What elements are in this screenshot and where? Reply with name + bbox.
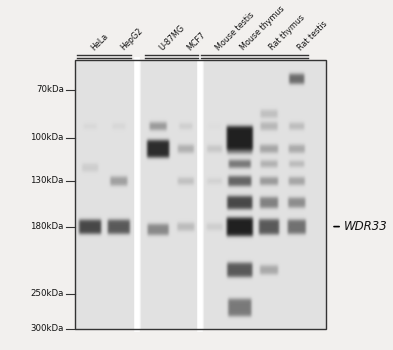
Text: 300kDa: 300kDa: [30, 324, 64, 333]
Text: 180kDa: 180kDa: [30, 222, 64, 231]
Text: HepG2: HepG2: [119, 27, 144, 52]
Bar: [75, 60, 326, 329]
Text: 70kDa: 70kDa: [36, 85, 64, 94]
Text: 250kDa: 250kDa: [30, 289, 64, 298]
Text: Mouse thymus: Mouse thymus: [239, 5, 287, 52]
Text: Mouse testis: Mouse testis: [214, 10, 256, 52]
Text: MCF7: MCF7: [185, 30, 207, 52]
Text: Rat thymus: Rat thymus: [268, 13, 307, 52]
Text: 100kDa: 100kDa: [30, 133, 64, 142]
Text: HeLa: HeLa: [90, 32, 110, 52]
Text: Rat testis: Rat testis: [296, 19, 329, 52]
Text: WDR33: WDR33: [344, 220, 387, 233]
Text: U-87MG: U-87MG: [158, 23, 187, 52]
Text: 130kDa: 130kDa: [30, 176, 64, 186]
